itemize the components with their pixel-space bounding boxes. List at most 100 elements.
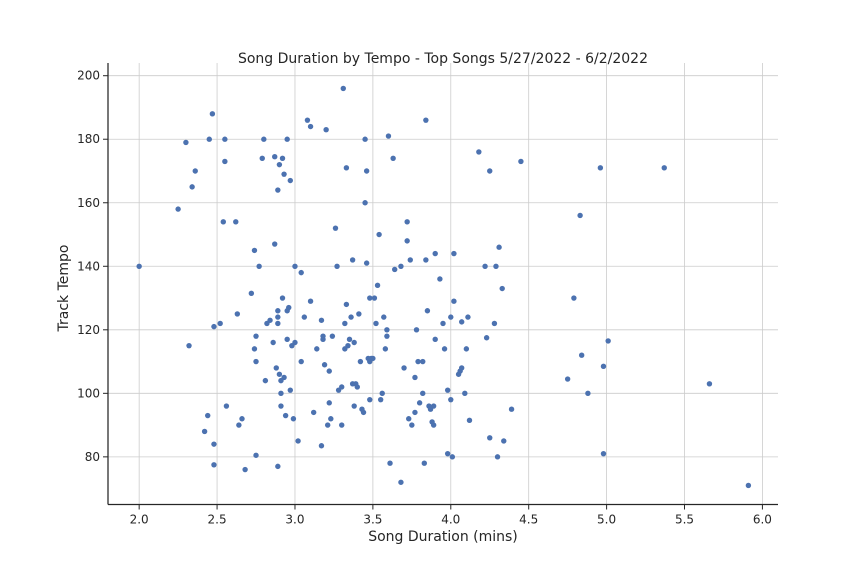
data-point <box>253 452 259 458</box>
data-point <box>320 336 326 343</box>
data-point <box>451 250 457 257</box>
data-point <box>600 450 607 457</box>
data-point <box>201 428 208 435</box>
data-point <box>390 155 396 161</box>
data-point <box>420 358 426 365</box>
data-point <box>412 374 418 381</box>
data-point <box>577 212 583 219</box>
data-point <box>298 269 304 276</box>
y-tick-label: 200 <box>77 69 100 83</box>
data-point <box>326 400 332 406</box>
data-point <box>398 479 404 485</box>
data-point <box>290 416 297 422</box>
data-point <box>275 187 281 193</box>
data-point <box>416 400 423 406</box>
data-point <box>343 165 350 171</box>
data-point <box>282 412 289 419</box>
data-point <box>437 276 443 282</box>
data-point <box>391 266 398 273</box>
data-point <box>222 158 228 165</box>
data-point <box>444 450 451 457</box>
data-point <box>192 168 198 174</box>
data-point <box>272 153 278 160</box>
x-tick-label: 5.0 <box>597 513 616 527</box>
x-tick-label: 4.0 <box>441 513 460 527</box>
gridlines <box>108 63 778 505</box>
data-point <box>501 438 507 444</box>
data-point <box>351 339 357 346</box>
data-point <box>256 263 262 269</box>
data-point <box>381 314 387 320</box>
data-point <box>262 377 269 384</box>
data-point <box>423 117 429 123</box>
data-point <box>412 409 418 416</box>
data-point <box>136 263 142 269</box>
data-point <box>706 381 713 387</box>
data-point <box>314 346 320 352</box>
data-point <box>491 320 498 327</box>
data-point <box>183 139 189 146</box>
data-point <box>332 225 339 231</box>
data-point <box>175 206 181 212</box>
axis-ticks: 2.0 2.5 3.0 3.5 4.0 4.5 5.0 5.5 6.0 80 100 120 140 16… <box>77 69 772 527</box>
data-point <box>348 314 354 320</box>
data-point <box>421 460 428 466</box>
data-point <box>326 368 332 374</box>
data-point <box>585 390 591 397</box>
data-point <box>278 403 284 409</box>
data-point <box>377 396 384 403</box>
data-point <box>186 342 192 349</box>
data-points <box>136 85 752 489</box>
data-point <box>430 422 437 428</box>
data-point <box>253 358 259 365</box>
data-point <box>432 336 438 343</box>
y-tick-label: 180 <box>77 132 100 146</box>
data-point <box>292 263 298 269</box>
data-point <box>367 396 373 403</box>
data-point <box>275 314 281 320</box>
x-tick-label: 3.5 <box>363 513 382 527</box>
data-point <box>346 336 353 343</box>
data-point <box>275 308 281 314</box>
data-point <box>371 295 378 301</box>
data-point <box>387 460 393 466</box>
data-point <box>466 417 473 424</box>
data-point <box>508 406 515 412</box>
data-point <box>242 466 248 473</box>
chart-title: Song Duration by Tempo - Top Songs 5/27/… <box>238 51 648 67</box>
data-point <box>211 323 217 330</box>
data-point <box>518 158 524 165</box>
x-tick-label: 3.0 <box>285 513 304 527</box>
data-point <box>239 416 245 422</box>
data-point <box>423 257 429 263</box>
data-point <box>209 111 216 117</box>
data-point <box>281 171 287 177</box>
x-tick-label: 6.0 <box>753 513 772 527</box>
data-point <box>220 219 227 225</box>
data-point <box>407 257 413 263</box>
x-tick-label: 4.5 <box>519 513 538 527</box>
data-point <box>292 339 298 346</box>
data-point <box>279 295 286 301</box>
data-point <box>363 168 370 174</box>
data-point <box>406 416 412 422</box>
data-point <box>284 136 290 142</box>
data-point <box>382 346 389 352</box>
y-tick-label: 100 <box>77 386 100 400</box>
data-point <box>362 136 368 142</box>
data-point <box>745 482 752 489</box>
data-point <box>356 311 362 317</box>
data-point <box>432 250 438 257</box>
data-point <box>404 219 410 225</box>
data-point <box>494 454 501 460</box>
data-point <box>385 133 392 139</box>
data-point <box>357 358 364 365</box>
data-point <box>600 363 607 370</box>
data-point <box>275 320 281 327</box>
data-point <box>275 463 281 470</box>
data-point <box>409 422 415 428</box>
data-point <box>342 320 348 327</box>
data-point <box>233 219 239 225</box>
data-point <box>374 282 381 289</box>
data-point <box>493 263 499 269</box>
